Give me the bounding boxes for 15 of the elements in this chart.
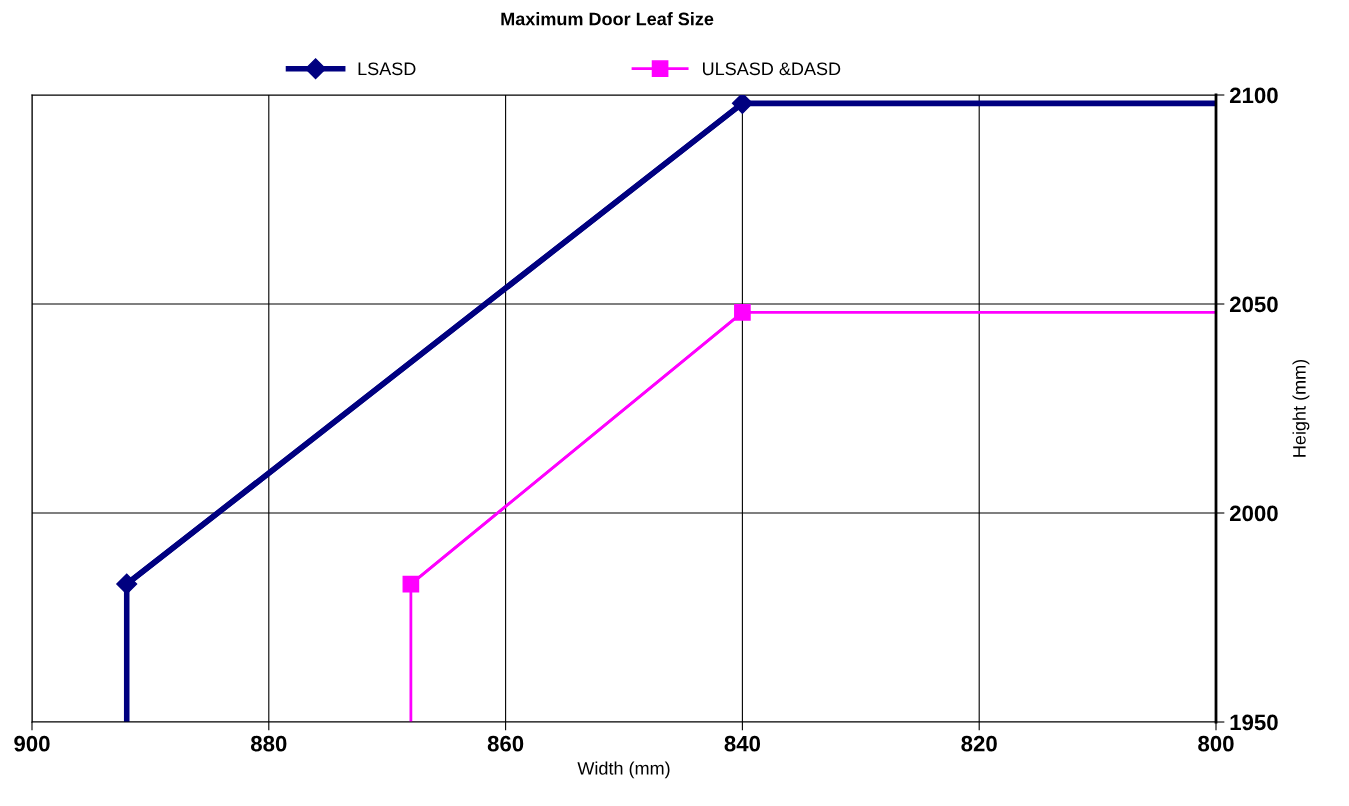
y-tick-label: 1950 [1230,714,1278,731]
chart-title: Maximum Door Leaf Size [501,12,714,26]
y-axis-title: Height (mm) [1292,359,1310,457]
y-tick-label: 2050 [1229,296,1278,313]
x-tick-label: 820 [961,735,997,752]
x-tick-label: 900 [14,735,50,752]
x-tick-label: 860 [487,735,524,752]
y-tick-label: 2000 [1229,505,1278,522]
x-tick-label: 880 [250,735,287,752]
legend-label: ULSASD &DASD [703,62,841,76]
legend-label: LSASD [358,62,416,76]
x-axis-title: Width (mm) [577,761,670,779]
y-tick-label: 2100 [1229,87,1278,104]
x-tick-label: 840 [724,735,761,752]
x-tick-label: 800 [1198,735,1234,752]
